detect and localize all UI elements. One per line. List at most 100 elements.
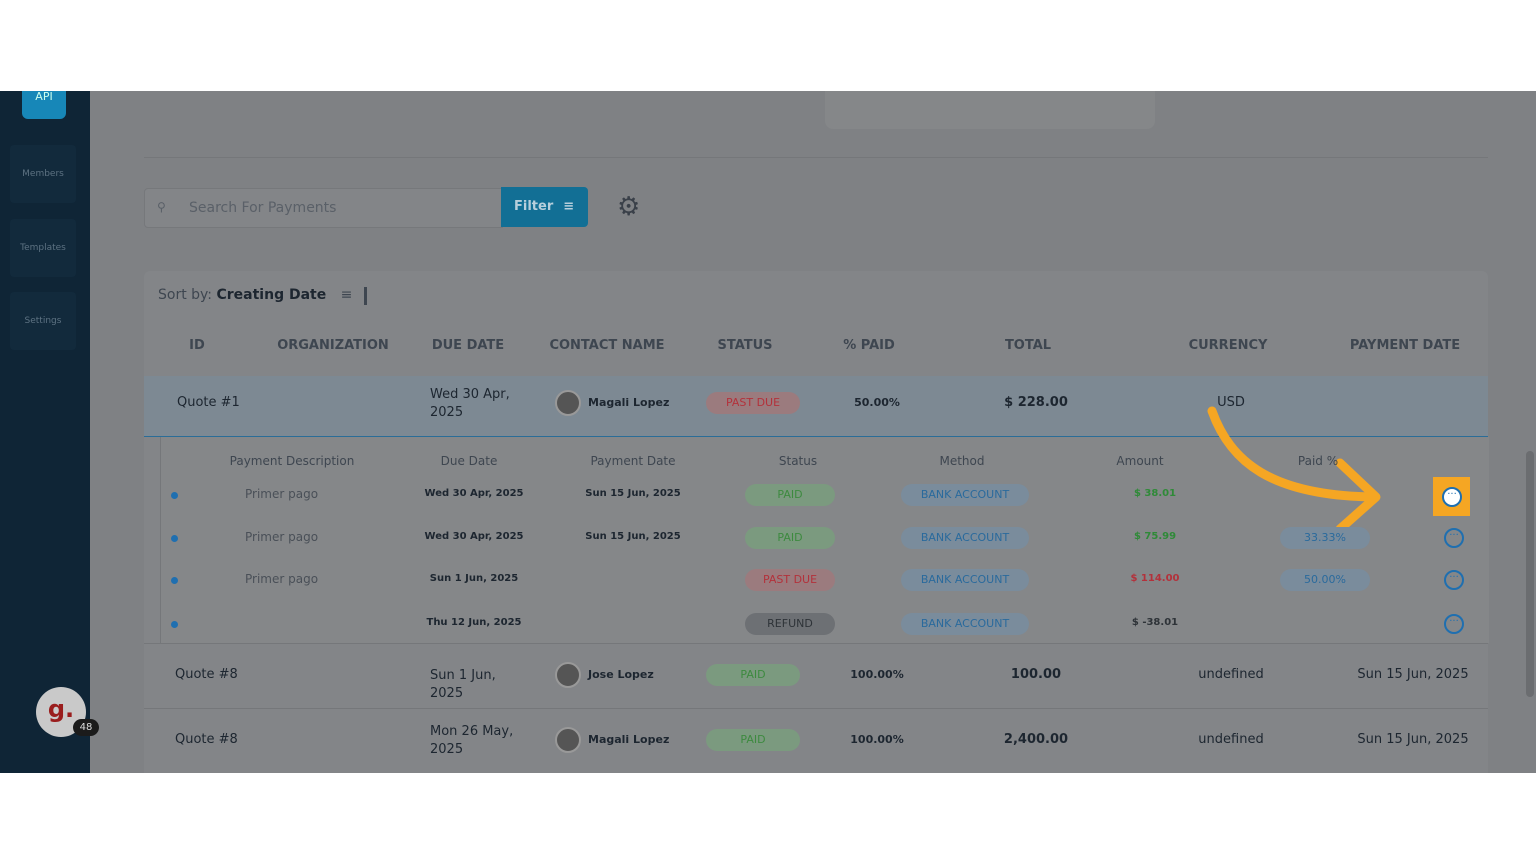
total: $ 228.00 [1004, 395, 1068, 410]
column-header: CONTACT NAME [549, 338, 665, 353]
action-button[interactable]: ··· [1442, 487, 1462, 507]
status-pill: PAID [706, 729, 800, 751]
nav-item[interactable]: Members [10, 145, 76, 203]
column-header: STATUS [717, 338, 773, 353]
amount: $ -38.01 [1131, 617, 1179, 628]
contact-avatar [555, 662, 581, 688]
bullet [171, 577, 178, 584]
payment-date: Sun 15 Jun, 2025 [1357, 732, 1469, 747]
settings-icon[interactable]: ⚙ [617, 192, 641, 222]
method-pill: BANK ACCOUNT [901, 484, 1029, 506]
paid-percent: 100.00% [850, 668, 904, 681]
payment-header: Method [939, 454, 985, 468]
total: 2,400.00 [1003, 732, 1069, 747]
contact-name: Jose Lopez [588, 668, 654, 681]
scrollbar[interactable] [1526, 451, 1534, 697]
column-header: CURRENCY [1188, 338, 1268, 353]
filter-button[interactable]: Filter ≡ [501, 187, 588, 227]
payment-date: Sun 15 Jun, 2025 [1357, 667, 1469, 682]
filter-icon: ≡ [563, 199, 575, 214]
status-pill: PAST DUE [706, 392, 800, 414]
bullet [171, 492, 178, 499]
quote-id[interactable]: Quote #8 [175, 732, 238, 747]
highlight: ··· [1433, 477, 1470, 516]
search-box[interactable]: ⚲ Search For Payments [144, 188, 503, 228]
payment-date: Sun 15 Jun, 2025 [585, 531, 681, 542]
sort-value: Creating Date [216, 287, 327, 303]
bullet [171, 535, 178, 542]
cursor-bar [364, 287, 367, 305]
status-pill: PAID [745, 527, 835, 549]
currency: undefined [1198, 732, 1264, 747]
column-header: ORGANIZATION [277, 338, 389, 353]
nav-item[interactable]: Templates [10, 219, 76, 277]
column-header: DUE DATE [431, 338, 505, 353]
column-header: ID [189, 338, 205, 353]
status-pill: PAID [706, 664, 800, 686]
paid-pill: 33.33% [1280, 527, 1370, 549]
avatar[interactable]: g. [36, 687, 86, 737]
status-pill: PAID [745, 484, 835, 506]
sidebar: API Members Templates Settings g. 48 [0, 91, 99, 773]
amount: $ 75.99 [1133, 531, 1177, 542]
divider [144, 157, 1488, 158]
sort[interactable]: Sort by: Creating Date ≡ [158, 287, 352, 303]
action-button[interactable]: ··· [1444, 528, 1464, 548]
currency: undefined [1198, 667, 1264, 682]
description: Primer pago [245, 487, 319, 501]
description: Primer pago [245, 530, 319, 544]
method-pill: BANK ACCOUNT [901, 527, 1029, 549]
sort-label: Sort by: [158, 287, 213, 303]
method-pill: BANK ACCOUNT [901, 569, 1029, 591]
row-border [144, 436, 1488, 437]
payment-date: Sun 15 Jun, 2025 [585, 488, 681, 499]
amount: $ 114.00 [1130, 573, 1180, 584]
column-header: % PAID [843, 338, 895, 353]
quote-id[interactable]: Quote #8 [175, 667, 238, 682]
currency: USD [1217, 395, 1245, 410]
due-date: Wed 30 Apr, 2025 [424, 488, 524, 499]
search-placeholder: Search For Payments [189, 200, 337, 216]
action-button[interactable]: ··· [1444, 570, 1464, 590]
due-date: Wed 30 Apr, 2025 [424, 531, 524, 542]
due-date: Mon 26 May, 2025 [430, 724, 514, 757]
due-date: Thu 12 Jun, 2025 [426, 617, 522, 628]
logo[interactable]: API [22, 91, 66, 119]
due-date: Sun 1 Jun, 2025 [430, 668, 496, 701]
screenshot: API Members Templates Settings g. 48 ⚲ S… [0, 91, 1536, 773]
payment-header: Paid % [1297, 454, 1339, 468]
search-icon: ⚲ [157, 200, 166, 214]
contact-avatar [555, 390, 581, 416]
method-pill: BANK ACCOUNT [901, 613, 1029, 635]
payment-header: Status [778, 454, 818, 468]
column-header: PAYMENT DATE [1349, 338, 1461, 353]
row-border [144, 708, 1488, 709]
status-pill: PAST DUE [745, 569, 835, 591]
paid-percent: 100.00% [850, 733, 904, 746]
column-header: TOTAL [1004, 338, 1052, 353]
filter-label: Filter [514, 199, 554, 214]
contact-name: Magali Lopez [588, 396, 670, 409]
due-date: Wed 30 Apr, 2025 [430, 387, 510, 420]
payment-header: Amount [1116, 454, 1164, 468]
payment-header: Payment Description [229, 454, 355, 468]
quote-id[interactable]: Quote #1 [177, 395, 240, 410]
row-border [144, 643, 1488, 644]
panel [825, 91, 1155, 129]
sort-icon: ≡ [340, 287, 353, 303]
amount: $ 38.01 [1133, 488, 1177, 499]
total: 100.00 [1010, 667, 1062, 682]
contact-avatar [555, 727, 581, 753]
paid-pill: 50.00% [1280, 569, 1370, 591]
description: Primer pago [245, 572, 319, 586]
action-button[interactable]: ··· [1444, 614, 1464, 634]
badge: 48 [73, 719, 99, 736]
nav-item[interactable]: Settings [10, 292, 76, 350]
arrow [1207, 406, 1381, 534]
contact-name: Magali Lopez [588, 733, 670, 746]
expanded-row-bg [144, 376, 1488, 436]
bullet [171, 621, 178, 628]
status-pill: REFUND [745, 613, 835, 635]
payment-header: Due Date [440, 454, 498, 468]
